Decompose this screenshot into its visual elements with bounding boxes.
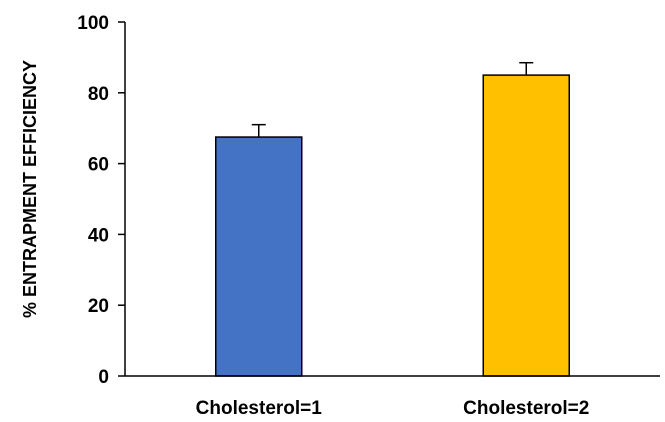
y-axis-label: % ENTRAPMENT EFFICIENCY [20,60,40,318]
y-tick-label: 40 [88,225,109,246]
x-tick-label: Cholesterol=2 [463,398,589,419]
y-tick-label: 20 [88,296,109,317]
bar [215,136,303,377]
bar [482,74,570,377]
y-tick-label: 80 [88,84,109,105]
y-tick-label: 100 [77,13,109,34]
y-ticks: 0 20 40 60 80 100 [77,13,125,388]
x-tick-labels: Cholesterol=1 Cholesterol=2 [196,398,590,419]
bars [215,61,570,377]
y-tick-label: 60 [88,155,109,176]
y-tick-label: 0 [98,367,109,388]
x-tick-label: Cholesterol=1 [196,398,323,419]
